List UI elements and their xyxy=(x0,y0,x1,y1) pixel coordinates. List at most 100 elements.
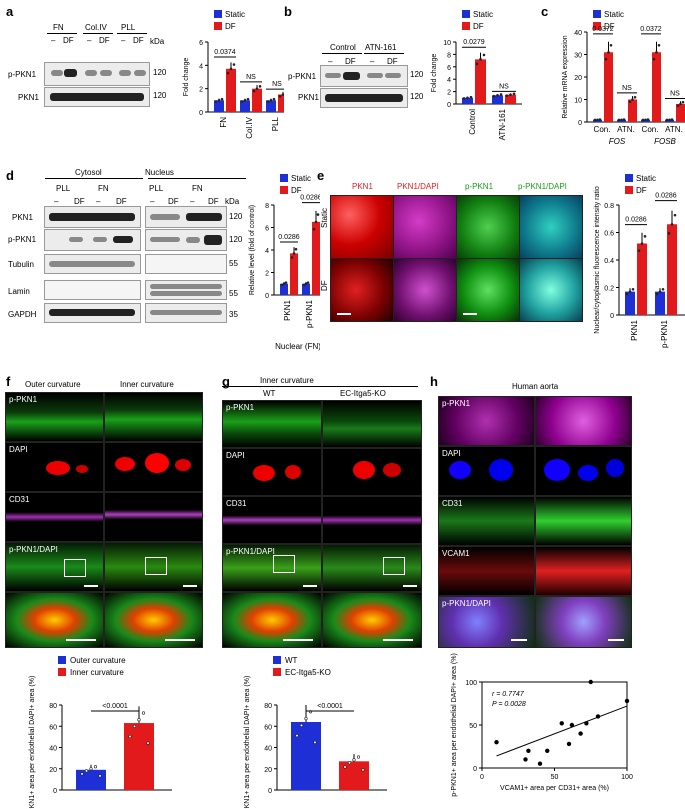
a-lane: – xyxy=(121,36,126,45)
significance-label: 0.0374 xyxy=(214,49,236,56)
x-tick-label: ATN-161 xyxy=(498,108,507,140)
legend-swatch xyxy=(280,186,288,194)
data-point xyxy=(665,118,669,122)
data-point xyxy=(655,50,658,54)
x-axis-label: VCAM1+ area per CD31+ area (%) xyxy=(500,785,609,792)
d-row-label: Tubulin xyxy=(8,260,34,269)
data-point xyxy=(479,58,482,61)
data-point xyxy=(306,281,310,284)
panel-label-a: a xyxy=(6,4,14,19)
y-tick-label: 4 xyxy=(199,63,203,70)
a-kda: kDa xyxy=(150,37,165,46)
h-cd31-2 xyxy=(535,496,632,546)
data-point xyxy=(128,734,132,739)
g-row: p-PKN1/DAPI xyxy=(226,547,275,556)
y-tick-label: 80 xyxy=(264,703,272,710)
f-row: DAPI xyxy=(9,445,28,454)
data-point xyxy=(641,118,645,122)
data-point xyxy=(628,100,632,104)
legend-label: DF xyxy=(636,186,647,195)
legend-label: EC-Itga5-KO xyxy=(285,668,331,677)
d-lane: – xyxy=(150,197,155,206)
d-subgroup: FN xyxy=(98,184,109,193)
panel-label-f: f xyxy=(6,374,11,389)
data-point xyxy=(137,718,141,722)
bar xyxy=(252,88,262,112)
x-tick-label: Control xyxy=(468,109,477,135)
x-tick-label: 0 xyxy=(480,774,484,781)
b-mw: 120 xyxy=(410,92,424,101)
b-blot-ppkn1 xyxy=(320,65,408,87)
a-mw: 120 xyxy=(153,91,167,100)
g-wt-cd31: CD31 xyxy=(222,496,322,544)
bar xyxy=(280,283,288,295)
d-row-label: GAPDH xyxy=(8,310,37,319)
a-blot-ppkn1 xyxy=(44,62,150,86)
data-point xyxy=(644,118,647,122)
y-tick-label: 40 xyxy=(264,746,272,753)
legend-label: Static xyxy=(604,10,624,19)
y-tick-label: 0.8 xyxy=(604,203,614,210)
h-row: p-PKN1/DAPI xyxy=(442,599,491,608)
f-inner-merge xyxy=(104,542,203,592)
data-point xyxy=(509,93,512,96)
d-kda: kDa xyxy=(225,197,240,206)
regression-line xyxy=(496,705,628,757)
h-vcam1-2 xyxy=(535,546,632,596)
d-blot xyxy=(145,280,227,300)
b-lane: DF xyxy=(345,57,356,66)
chart-f: Outer curvature Inner curvature 0 20 40 60 80 p… xyxy=(29,656,172,809)
data-point xyxy=(640,242,644,245)
legend-swatch xyxy=(58,656,66,664)
data-point xyxy=(526,748,531,753)
data-point xyxy=(220,97,224,101)
y-tick-label: 4 xyxy=(265,248,269,255)
data-point xyxy=(356,755,361,759)
g-ko-dapi xyxy=(322,448,422,496)
x-tick-label: FN xyxy=(219,117,228,128)
panel-label-h: h xyxy=(430,374,438,389)
significance-label: 0.0286 xyxy=(625,217,647,224)
data-point xyxy=(232,63,236,66)
d-mw: 35 xyxy=(229,310,238,319)
y-axis-label: Relative level (fold of control) xyxy=(249,205,256,295)
data-point xyxy=(229,67,233,71)
data-point xyxy=(637,249,641,252)
g-ko-merge xyxy=(322,544,422,592)
y-tick-label: 80 xyxy=(49,703,57,710)
data-point xyxy=(620,118,623,122)
data-point xyxy=(598,118,602,121)
legend-swatch xyxy=(462,22,470,30)
bar xyxy=(291,722,321,790)
significance-label: NS xyxy=(272,81,282,88)
y-tick-label: 0 xyxy=(265,293,269,300)
y-tick-label: 50 xyxy=(469,723,477,730)
data-point xyxy=(545,748,550,753)
data-point xyxy=(316,213,320,216)
f-inner-cd31 xyxy=(104,492,203,542)
data-point xyxy=(622,118,626,121)
data-point xyxy=(252,89,256,93)
data-point xyxy=(537,761,543,766)
legend-label: DF xyxy=(225,22,236,31)
x-axis-label: Nuclear (FN) xyxy=(275,342,320,351)
data-point xyxy=(141,711,146,715)
bar xyxy=(655,291,665,315)
data-point xyxy=(258,85,262,88)
x-tick-label: PLL xyxy=(271,116,280,131)
g-ko-ppkn1 xyxy=(322,400,422,448)
a-row-label: PKN1 xyxy=(18,93,39,102)
data-point xyxy=(492,94,496,98)
data-point xyxy=(240,100,244,103)
e-static-pkn1 xyxy=(330,195,394,259)
b-group-atn: ATN-161 xyxy=(365,43,397,52)
data-point xyxy=(312,227,316,231)
y-axis-label: p-PKN1+ area per endothelial DAPI+ area … xyxy=(244,676,251,809)
e-static-ppkn1 xyxy=(456,195,520,259)
panel-label-d: d xyxy=(6,168,14,183)
d-mw: 55 xyxy=(229,289,238,298)
f-row: p-PKN1/DAPI xyxy=(9,545,58,554)
data-point xyxy=(523,757,528,762)
data-point xyxy=(643,235,647,238)
g-col: WT xyxy=(263,389,276,398)
